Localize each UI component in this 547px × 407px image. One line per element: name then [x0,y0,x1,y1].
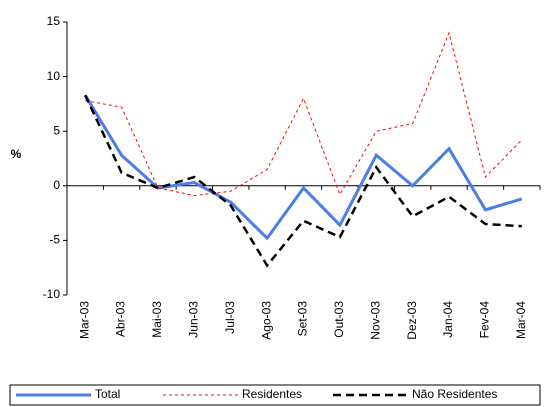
x-tick-label: Mar-03 [77,301,91,339]
x-tick-label: Out-03 [332,301,346,338]
x-tick-label: Set-03 [296,301,310,337]
y-axis-label: % [11,147,22,161]
y-tick-label: -10 [43,287,61,301]
x-tick-label: Nov-03 [368,301,382,340]
series-line [83,94,523,241]
x-tick-label: Fev-04 [478,301,492,339]
legend-label: Residentes [242,387,302,401]
y-tick-label: 0 [53,178,60,192]
x-tick-label: Mai-03 [150,301,164,338]
y-tick-label: 15 [47,14,61,28]
x-tick-label: Abr-03 [114,301,128,337]
x-tick-label: Mar-04 [514,301,528,339]
x-tick-label: Ago-03 [259,301,273,340]
legend-label: Não Residentes [412,387,497,401]
x-tick-label: Dez-03 [405,301,419,340]
legend-box [9,384,541,406]
x-tick-label: Jan-04 [441,301,455,338]
y-tick-label: 10 [47,69,61,83]
y-tick-label: -5 [49,233,60,247]
legend-label: Total [95,387,120,401]
series-line [85,31,523,197]
x-tick-label: Jul-03 [223,301,237,334]
y-tick-label: 5 [53,123,60,137]
x-tick-label: Jun-03 [187,301,201,338]
